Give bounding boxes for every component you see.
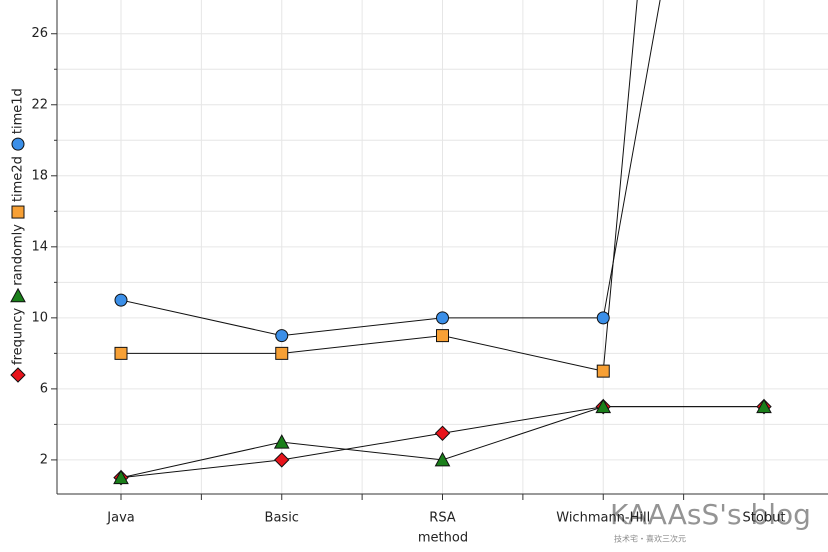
y-tick-label: 2: [40, 452, 48, 467]
data-point: [113, 469, 129, 485]
data-point: [596, 364, 610, 378]
watermark: KAAAsS's blog: [610, 498, 811, 531]
y-tick-label: 22: [31, 97, 48, 112]
x-tick-label: Wichmann-Hill: [556, 511, 650, 526]
y-tick-label: 6: [40, 381, 48, 396]
data-point: [275, 329, 289, 343]
data-point: [273, 434, 290, 449]
x-tick-label: Java: [106, 511, 134, 526]
legend-label: time2d: [11, 156, 26, 202]
data-point: [275, 346, 289, 360]
plot: [113, 0, 772, 486]
data-point: [436, 329, 449, 343]
x-tick-label: Basic: [265, 511, 299, 526]
watermark-subtitle: 技术宅・喜欢三次元: [614, 534, 686, 544]
data-point: [114, 293, 128, 307]
grid: [57, 0, 828, 494]
y-tick-label: 10: [31, 310, 48, 325]
y-tick-label: 26: [31, 26, 48, 41]
y-tick-label: 14: [31, 239, 48, 254]
legend-label: frequncy: [11, 307, 26, 365]
legend-marker: [10, 287, 26, 303]
data-point: [756, 398, 772, 414]
x-tick-label: RSA: [429, 511, 456, 526]
legend-label: randomly: [11, 224, 26, 286]
data-point: [434, 425, 451, 441]
legend-marker: [11, 137, 25, 151]
legend-marker: [10, 367, 26, 383]
legend-marker: [11, 205, 25, 219]
data-point: [114, 346, 128, 360]
legend-label: time1d: [11, 88, 26, 134]
data-point: [434, 451, 451, 467]
y-tick-label: 18: [31, 168, 48, 183]
data-point: [436, 311, 449, 325]
data-point: [596, 311, 610, 325]
legend: frequncy randomly time2d time1d: [10, 88, 26, 383]
x-axis-label: method: [418, 531, 468, 546]
data-point: [274, 452, 290, 468]
data-point: [595, 398, 612, 414]
x-tick-label: Stobut: [743, 511, 786, 526]
